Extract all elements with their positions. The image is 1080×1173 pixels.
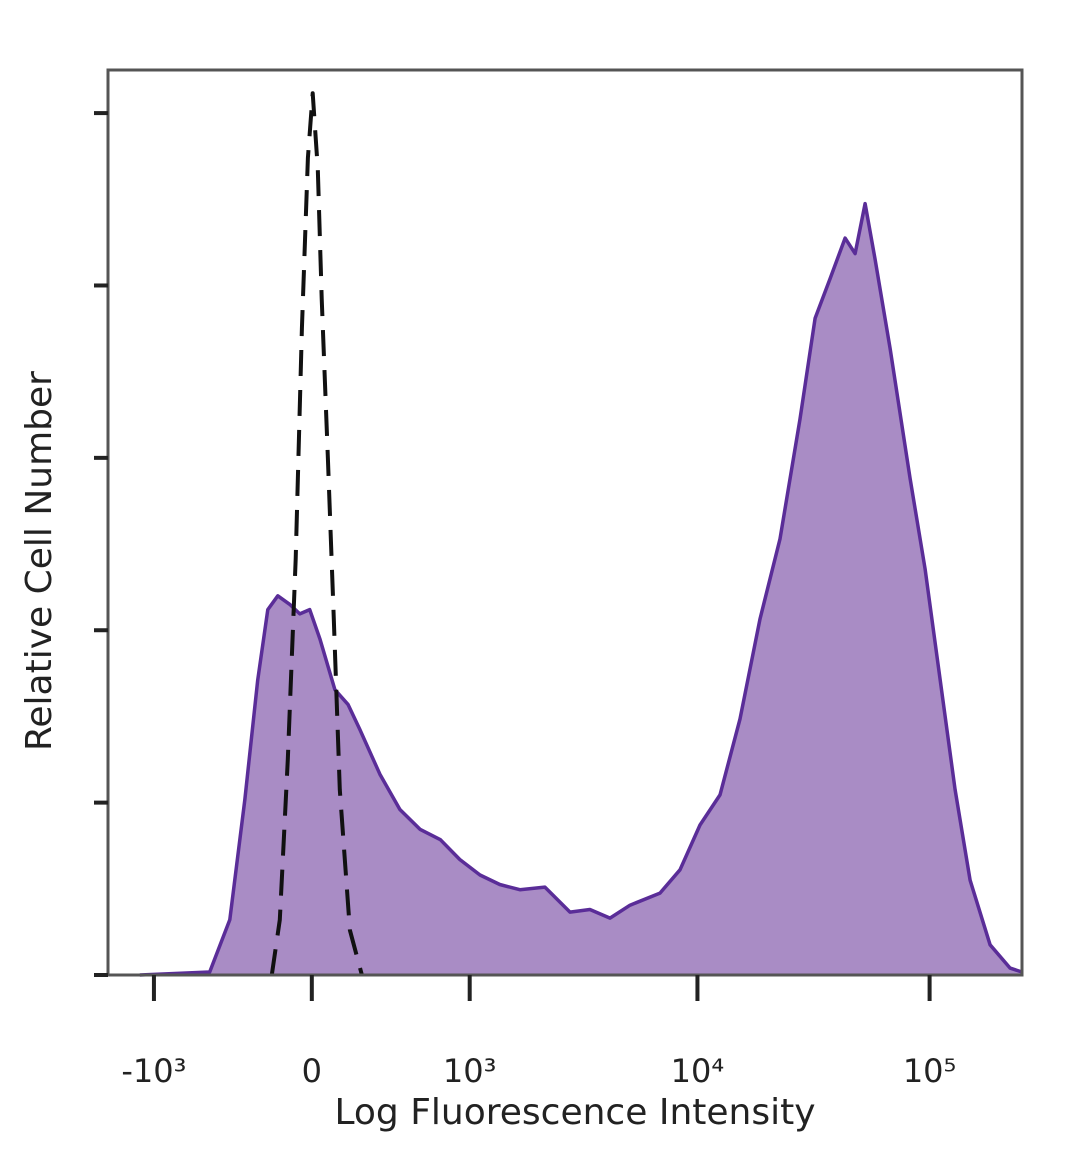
- plot-frame: [106, 68, 1024, 977]
- x-tick-label: 10⁴: [671, 1052, 725, 1090]
- x-tick-label: 0: [302, 1052, 322, 1090]
- x-axis-label: Log Fluorescence Intensity: [334, 1092, 815, 1133]
- x-tick-label: 10⁵: [903, 1052, 957, 1090]
- x-tick-label: 10³: [443, 1052, 497, 1090]
- control-line: [269, 91, 364, 976]
- histogram-line: [139, 201, 1023, 977]
- y-axis-label: Relative Cell Number: [19, 371, 60, 751]
- x-tick-label: -10³: [121, 1052, 186, 1090]
- histogram-fill: [139, 203, 1023, 976]
